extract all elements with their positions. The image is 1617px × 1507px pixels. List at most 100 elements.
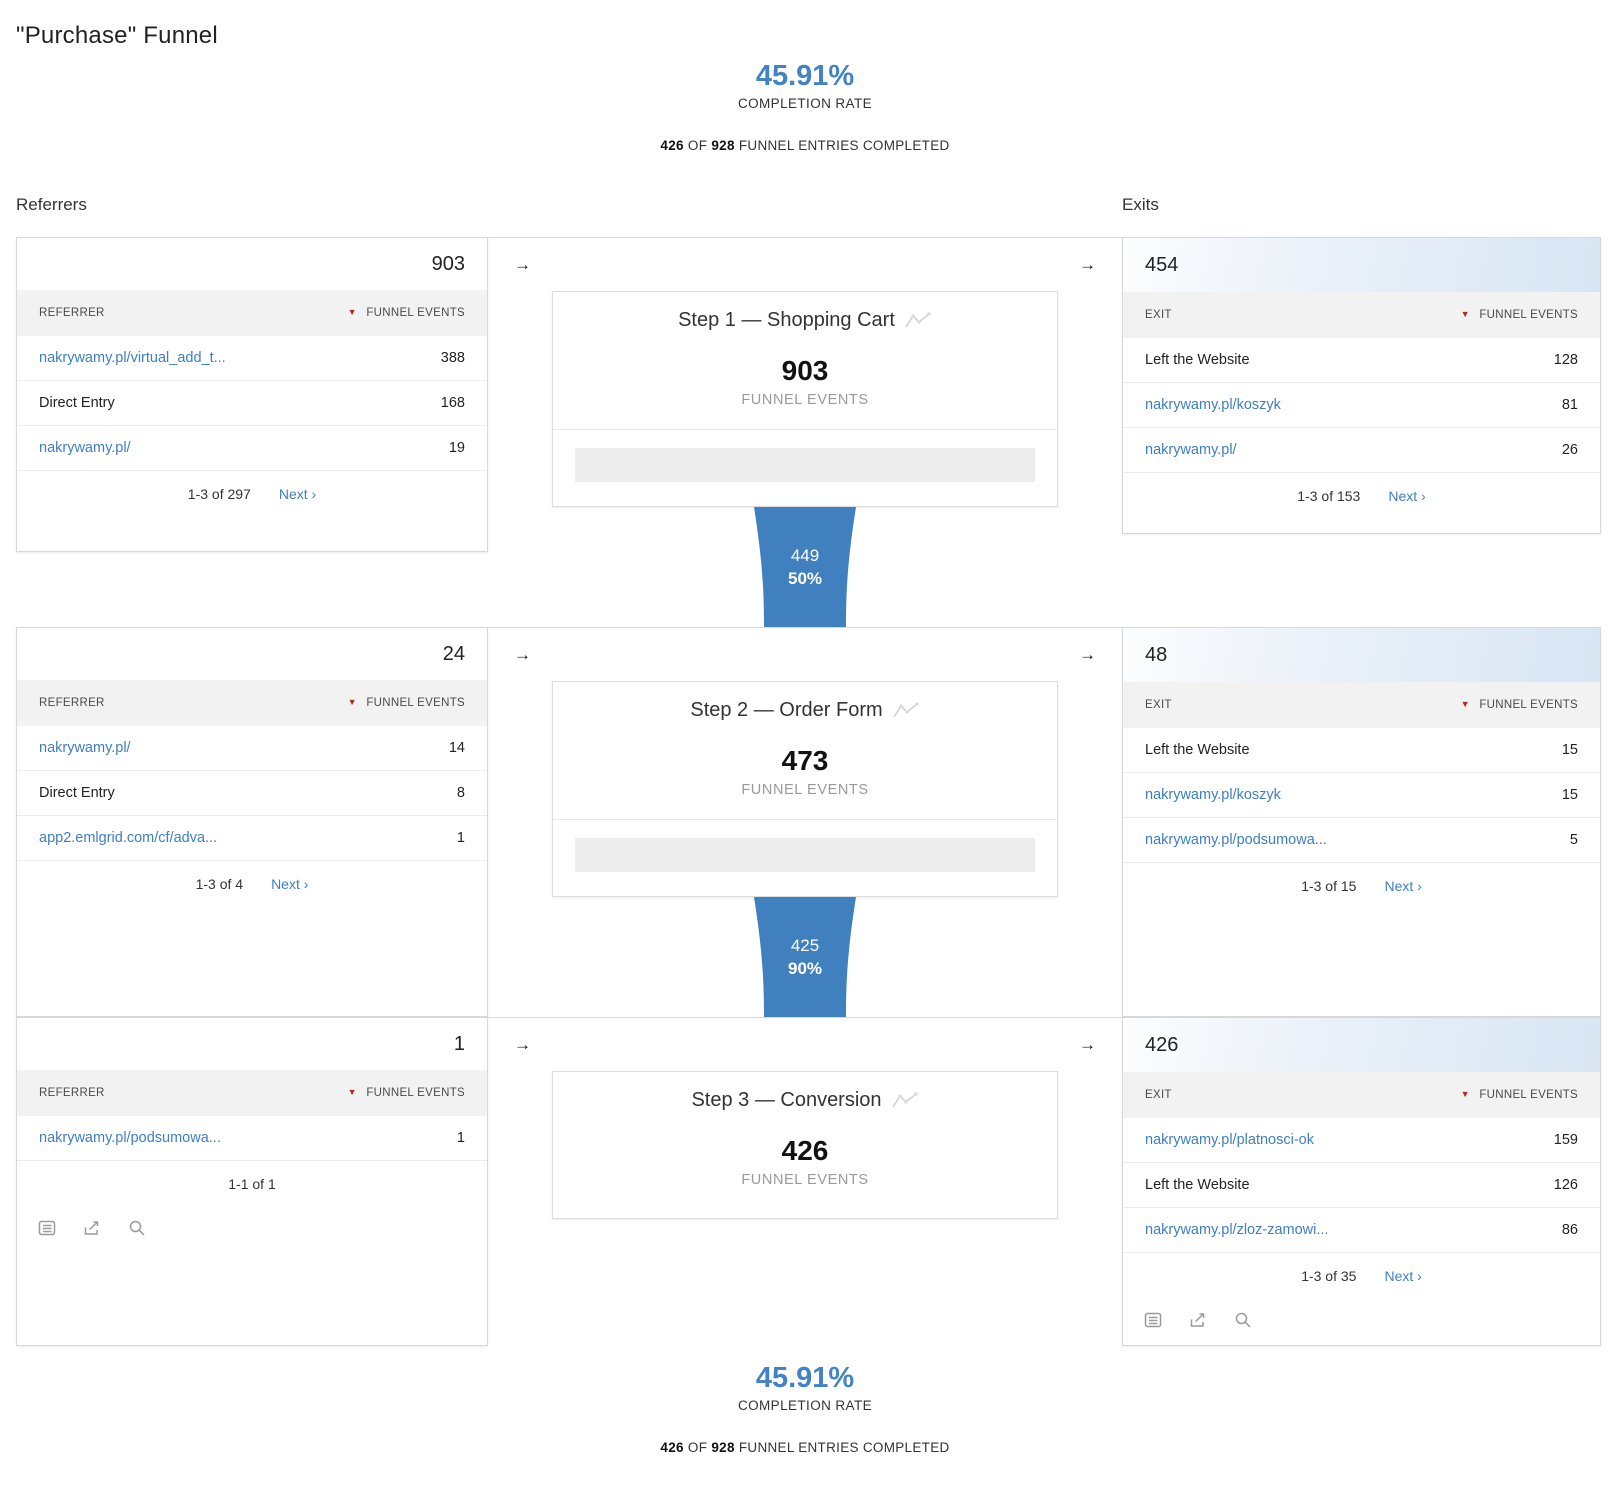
search-icon[interactable]	[1233, 1310, 1253, 1330]
next-page-link[interactable]: Next ›	[271, 876, 309, 892]
table-row: app2.emlgrid.com/cf/adva... 1	[17, 816, 487, 861]
funnel-entry-band: → →	[488, 627, 1122, 681]
funnel-events-sort-header[interactable]: ▼ FUNNEL EVENTS	[347, 697, 465, 709]
pagination: 1-3 of 35 Next ›	[1123, 1253, 1600, 1299]
step-title: Step 3 — Conversion	[553, 1089, 1057, 1112]
funnel-events-sort-header[interactable]: ▼ FUNNEL EVENTS	[1460, 1089, 1578, 1101]
referrer-column-header: REFERRER	[39, 307, 105, 319]
table-row: Direct Entry 8	[17, 771, 487, 816]
referrer-column-header: REFERRER	[39, 1087, 105, 1099]
pagination-range: 1-1 of 1	[228, 1176, 276, 1192]
funnel-step-row-3: 1 REFERRER ▼ FUNNEL EVENTS nakrywamy.pl/…	[16, 1017, 1601, 1346]
row-value: 126	[1553, 1177, 1578, 1193]
step-card-1: Step 1 — Shopping Cart 903 FUNNEL EVENTS	[552, 291, 1058, 507]
funnel-events-sort-header[interactable]: ▼ FUNNEL EVENTS	[347, 1087, 465, 1099]
list-view-icon[interactable]	[37, 1218, 57, 1238]
step-bar-track	[575, 838, 1035, 872]
search-icon[interactable]	[127, 1218, 147, 1238]
funnel-events-sort-header[interactable]: ▼ FUNNEL EVENTS	[347, 307, 465, 319]
referrers-section-label: Referrers	[16, 195, 87, 214]
table-row: nakrywamy.pl/podsumowa... 1	[17, 1116, 487, 1161]
funnel-events-sort-header[interactable]: ▼ FUNNEL EVENTS	[1460, 309, 1578, 321]
next-page-link[interactable]: Next ›	[1384, 878, 1422, 894]
pagination-range: 1-3 of 35	[1301, 1268, 1357, 1284]
table-row: Left the Website 128	[1123, 338, 1600, 383]
exit-column-header: EXIT	[1145, 699, 1172, 711]
completion-rate-label: COMPLETION RATE	[737, 96, 872, 111]
step-title: Step 1 — Shopping Cart	[553, 309, 1057, 332]
row-value: 14	[448, 740, 465, 756]
funnel-middle-step3: → → Step 3 — Conversion 426 FUNNEL EVENT…	[488, 1017, 1122, 1346]
referrer-link[interactable]: nakrywamy.pl/	[39, 740, 131, 756]
step-bar-section	[553, 429, 1057, 506]
referrers-total: 1	[453, 1033, 465, 1055]
row-value: 168	[440, 395, 465, 411]
entries-completed-line: 426 OF 928 FUNNEL ENTRIES COMPLETED	[660, 1440, 950, 1455]
step-events-label: FUNNEL EVENTS	[741, 782, 869, 798]
exit-link[interactable]: nakrywamy.pl/	[1145, 442, 1237, 458]
referrers-card-step1: 903 REFERRER ▼ FUNNEL EVENTS nakrywamy.p…	[16, 237, 488, 552]
step-events-count: 426	[781, 1135, 829, 1166]
exit-column-header: EXIT	[1145, 1089, 1172, 1101]
exits-card-step3: 426 EXIT ▼ FUNNEL EVENTS nakrywamy.pl/pl…	[1122, 1017, 1601, 1346]
row-value: 26	[1561, 442, 1578, 458]
referrers-total: 24	[442, 643, 465, 665]
table-row: nakrywamy.pl/ 14	[17, 726, 487, 771]
list-view-icon[interactable]	[1143, 1310, 1163, 1330]
exit-link[interactable]: nakrywamy.pl/podsumowa...	[1145, 832, 1327, 848]
row-value: 8	[456, 785, 465, 801]
exit-column-header: EXIT	[1145, 309, 1172, 321]
pagination-range: 1-3 of 153	[1297, 488, 1361, 504]
pagination: 1-3 of 4 Next ›	[17, 861, 487, 907]
exit-link[interactable]: nakrywamy.pl/koszyk	[1145, 397, 1281, 413]
completion-rate: 45.91%	[755, 1362, 855, 1394]
row-value: 159	[1553, 1132, 1578, 1148]
row-value: 19	[448, 440, 465, 456]
table-toolbar	[17, 1207, 487, 1249]
table-row: Left the Website 126	[1123, 1163, 1600, 1208]
funnel-middle-step2: → → Step 2 — Order Form 473 FUNNEL EVENT…	[488, 627, 1122, 1017]
referrer-link[interactable]: nakrywamy.pl/	[39, 440, 131, 456]
row-value: 128	[1553, 352, 1578, 368]
funnel-events-sort-header[interactable]: ▼ FUNNEL EVENTS	[1460, 699, 1578, 711]
step-card-2: Step 2 — Order Form 473 FUNNEL EVENTS	[552, 681, 1058, 897]
referrer-link[interactable]: nakrywamy.pl/virtual_add_t...	[39, 350, 226, 366]
sparkline-icon[interactable]	[904, 311, 932, 330]
exits-total: 48	[1123, 628, 1600, 682]
exit-link[interactable]: nakrywamy.pl/platnosci-ok	[1145, 1132, 1314, 1148]
export-icon[interactable]	[1188, 1310, 1208, 1330]
sort-desc-icon: ▼	[1460, 699, 1470, 709]
pagination: 1-3 of 153 Next ›	[1123, 473, 1600, 519]
exit-label: Left the Website	[1145, 1177, 1250, 1193]
referrer-link[interactable]: nakrywamy.pl/podsumowa...	[39, 1130, 221, 1146]
table-toolbar	[1123, 1299, 1600, 1341]
referrer-link[interactable]: app2.emlgrid.com/cf/adva...	[39, 830, 218, 846]
table-row: nakrywamy.pl/podsumowa... 5	[1123, 818, 1600, 863]
step-events-count: 473	[781, 745, 829, 776]
referrer-label: Direct Entry	[39, 785, 115, 801]
step-events-label: FUNNEL EVENTS	[741, 1172, 869, 1188]
row-value: 81	[1561, 397, 1578, 413]
referrers-card-step2: 24 REFERRER ▼ FUNNEL EVENTS nakrywamy.pl…	[16, 627, 488, 1017]
row-value: 86	[1561, 1222, 1578, 1238]
table-header: EXIT ▼ FUNNEL EVENTS	[1123, 292, 1600, 338]
arrow-right-icon: →	[514, 644, 531, 664]
arrow-right-icon: →	[1079, 1034, 1096, 1054]
export-icon[interactable]	[82, 1218, 102, 1238]
exit-label: Left the Website	[1145, 742, 1250, 758]
step-title: Step 2 — Order Form	[553, 699, 1057, 722]
next-page-link[interactable]: Next ›	[1384, 1268, 1422, 1284]
next-page-link[interactable]: Next ›	[1388, 488, 1426, 504]
sparkline-icon[interactable]	[891, 1091, 919, 1110]
row-value: 388	[440, 350, 465, 366]
exit-link[interactable]: nakrywamy.pl/koszyk	[1145, 787, 1281, 803]
table-header: REFERRER ▼ FUNNEL EVENTS	[17, 1070, 487, 1116]
sort-desc-icon: ▼	[1460, 1089, 1470, 1099]
exit-link[interactable]: nakrywamy.pl/zloz-zamowi...	[1145, 1222, 1329, 1238]
table-row: nakrywamy.pl/ 19	[17, 426, 487, 471]
sparkline-icon[interactable]	[892, 701, 920, 720]
next-page-link[interactable]: Next ›	[278, 486, 317, 502]
exits-total: 454	[1123, 238, 1600, 292]
funnel-entry-band: → →	[488, 1017, 1122, 1071]
arrow-right-icon: →	[1079, 254, 1096, 274]
